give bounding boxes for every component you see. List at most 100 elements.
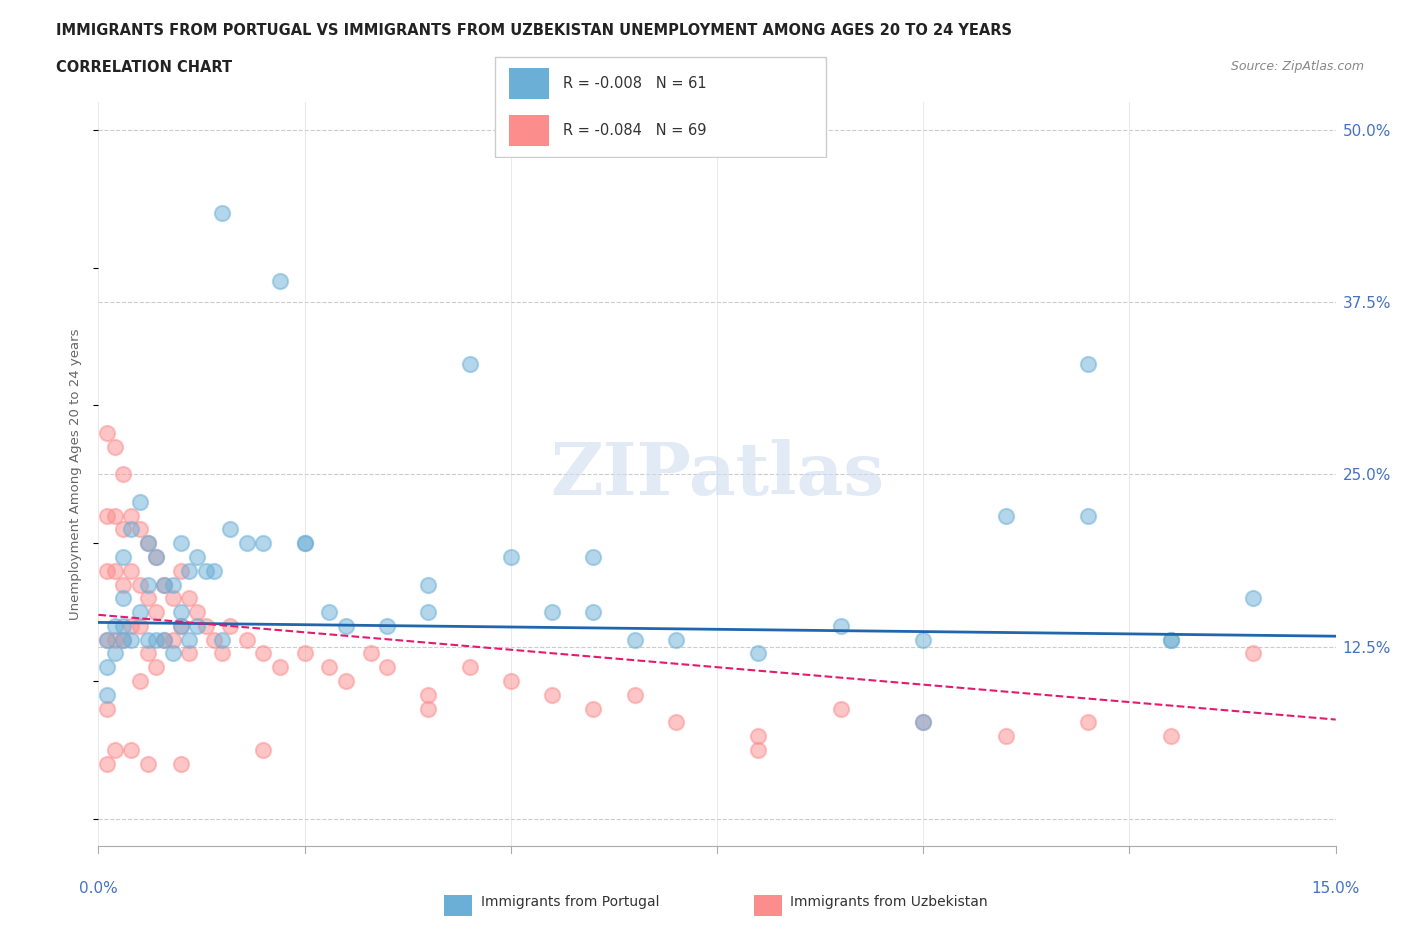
FancyBboxPatch shape [509, 68, 550, 99]
Point [136, 632, 159, 647]
Point [236, 536, 259, 551]
Text: CORRELATION CHART: CORRELATION CHART [56, 60, 232, 75]
Point [112, 467, 135, 482]
Point [458, 659, 481, 674]
Point [1160, 728, 1182, 743]
Point [186, 550, 208, 565]
Point [236, 632, 259, 647]
Y-axis label: Unemployment Among Ages 20 to 24 years: Unemployment Among Ages 20 to 24 years [69, 328, 83, 620]
Point [1077, 356, 1099, 371]
Point [128, 578, 150, 592]
Point [120, 564, 142, 578]
Point [179, 591, 201, 605]
Point [830, 701, 852, 716]
Point [145, 604, 167, 619]
Point [104, 439, 127, 454]
Point [96, 508, 118, 523]
Point [202, 632, 225, 647]
Text: Source: ZipAtlas.com: Source: ZipAtlas.com [1230, 60, 1364, 73]
Point [179, 632, 201, 647]
Bar [444, 896, 472, 916]
Point [994, 508, 1017, 523]
Point [162, 591, 184, 605]
Point [145, 659, 167, 674]
Point [136, 646, 159, 661]
Point [202, 564, 225, 578]
Point [96, 659, 118, 674]
Point [128, 495, 150, 510]
Point [104, 564, 127, 578]
Point [96, 687, 118, 702]
Point [294, 646, 316, 661]
Point [170, 564, 193, 578]
Point [269, 274, 291, 289]
Point [665, 715, 688, 730]
FancyBboxPatch shape [495, 57, 827, 157]
Point [96, 701, 118, 716]
Point [128, 522, 150, 537]
Point [458, 356, 481, 371]
Point [912, 715, 935, 730]
Point [120, 522, 142, 537]
Point [170, 604, 193, 619]
Point [912, 632, 935, 647]
Point [830, 618, 852, 633]
Point [252, 536, 274, 551]
Point [186, 618, 208, 633]
Point [582, 550, 605, 565]
Point [120, 618, 142, 633]
Point [499, 673, 522, 688]
Point [582, 701, 605, 716]
Point [104, 742, 127, 757]
Point [136, 756, 159, 771]
Point [219, 618, 242, 633]
Point [499, 550, 522, 565]
Point [186, 604, 208, 619]
Point [128, 604, 150, 619]
Point [136, 578, 159, 592]
Point [1077, 508, 1099, 523]
Point [335, 618, 357, 633]
Point [120, 508, 142, 523]
Point [318, 659, 340, 674]
Point [1160, 632, 1182, 647]
Point [153, 632, 176, 647]
Point [128, 618, 150, 633]
Point [747, 728, 769, 743]
Point [112, 618, 135, 633]
Point [170, 756, 193, 771]
Point [136, 536, 159, 551]
FancyBboxPatch shape [509, 115, 550, 146]
Point [112, 632, 135, 647]
Point [112, 578, 135, 592]
Point [665, 632, 688, 647]
Point [153, 632, 176, 647]
Point [112, 522, 135, 537]
Point [335, 673, 357, 688]
Point [582, 604, 605, 619]
Point [211, 646, 233, 661]
Text: R = -0.084   N = 69: R = -0.084 N = 69 [562, 123, 706, 138]
Point [104, 508, 127, 523]
Point [145, 632, 167, 647]
Point [994, 728, 1017, 743]
Point [153, 578, 176, 592]
Point [128, 673, 150, 688]
Point [1241, 646, 1264, 661]
Point [294, 536, 316, 551]
Point [747, 742, 769, 757]
Point [104, 632, 127, 647]
Bar [754, 896, 782, 916]
Point [1241, 591, 1264, 605]
Point [104, 646, 127, 661]
Point [162, 632, 184, 647]
Point [360, 646, 382, 661]
Text: R = -0.008   N = 61: R = -0.008 N = 61 [562, 76, 707, 91]
Point [136, 591, 159, 605]
Point [418, 701, 440, 716]
Point [541, 604, 564, 619]
Point [120, 742, 142, 757]
Point [170, 618, 193, 633]
Point [418, 578, 440, 592]
Point [179, 646, 201, 661]
